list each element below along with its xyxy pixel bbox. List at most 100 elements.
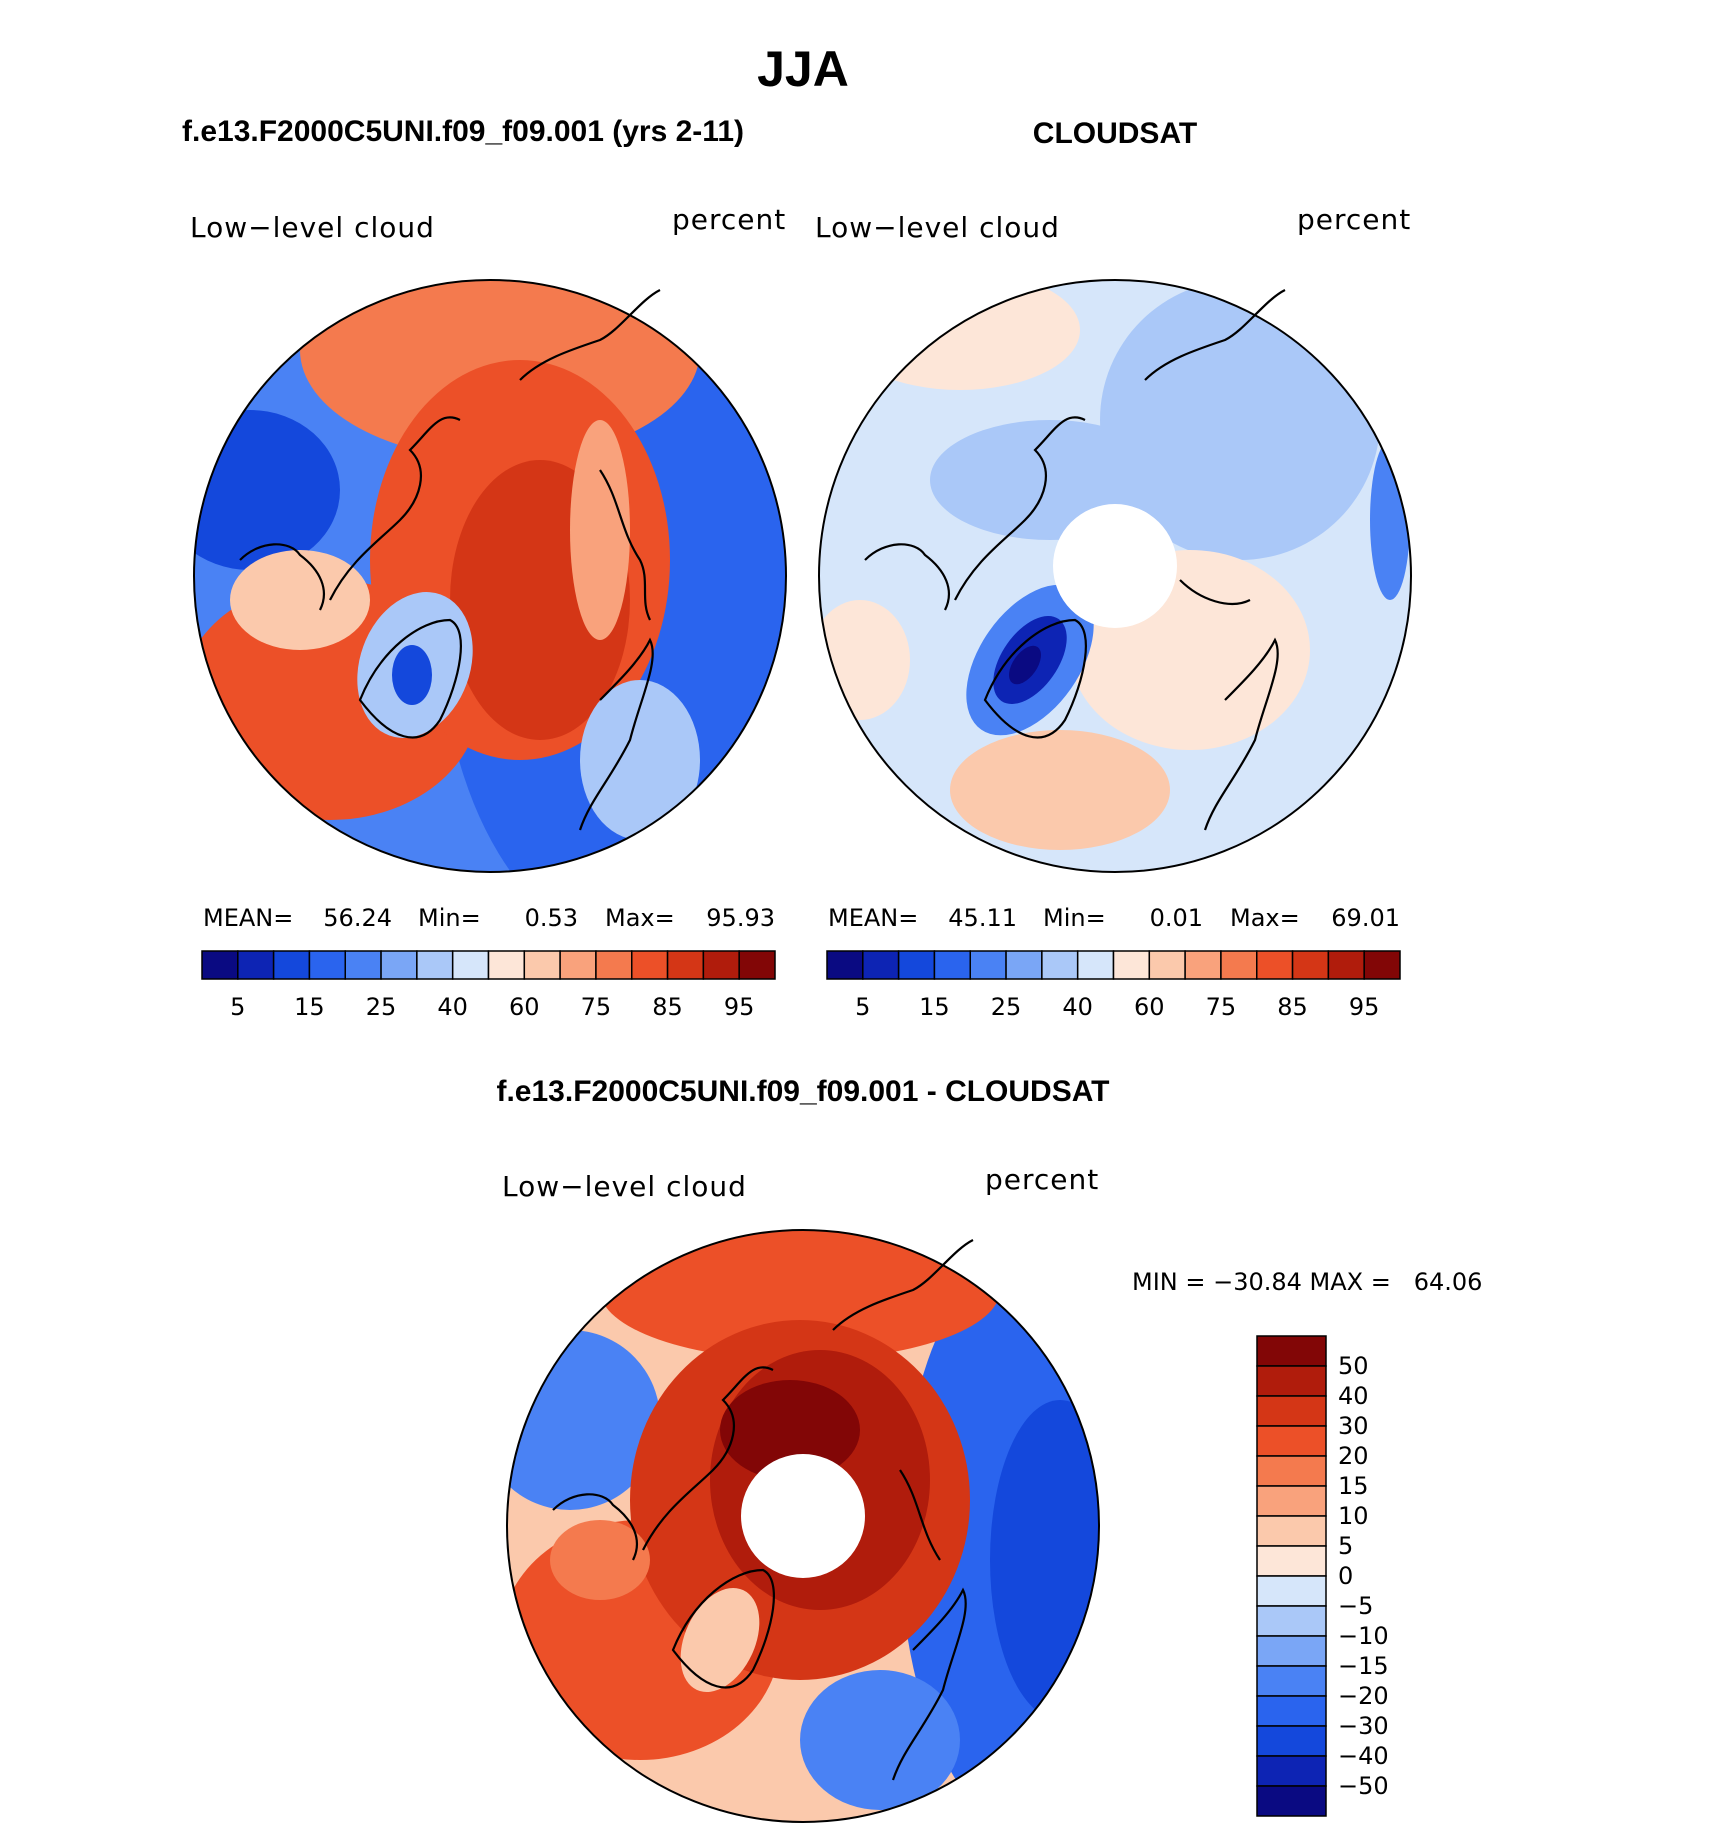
diff-polar-gap [741,1454,865,1578]
diff-field-scandinavia [800,1670,960,1810]
diff-coastlines [552,1239,974,1781]
obs-colorbar-box-2 [897,950,936,980]
obs-polar-gap [1053,504,1177,628]
obs-colorbar-box-9 [1148,950,1186,980]
model-colorbar-box-4 [344,950,382,980]
obs-colorbar-box-4 [969,950,1007,980]
figure-title: JJA [757,41,849,97]
diff-colorbar-tick-label: −15 [1338,1652,1389,1680]
diff-colorbar-box-8 [1256,1575,1327,1607]
model-colorbar-tick-label: 5 [230,993,245,1021]
obs-colorbar-box-8 [1112,950,1151,980]
diff-panel: f.e13.F2000C5UNI.f09_f09.001 - CLOUDSAT … [496,1075,1482,1823]
obs-field-greenland-min [1009,645,1041,685]
model-colorbar-box-5 [380,950,418,980]
obs-field-canada [819,600,910,720]
diff-heading: f.e13.F2000C5UNI.f09_f09.001 - CLOUDSAT [496,1075,1109,1108]
diff-field-arctic-max [720,1380,860,1480]
model-panel: f.e13.F2000C5UNI.f09_f09.001 (yrs 2-11) … [182,115,787,1021]
obs-colorbar-box-7 [1076,950,1115,980]
obs-polar-map [819,280,1411,872]
obs-variable-label: Low−level cloud [815,211,1060,244]
diff-colorbar-box-15 [1256,1785,1327,1817]
obs-colorbar-box-0 [826,950,864,980]
obs-stats: MEAN= 45.11 Min= 0.01 Max= 69.01 [828,904,1400,932]
obs-min-label: Min= [1043,904,1106,932]
diff-colorbar-box-10 [1256,1635,1327,1667]
obs-colorbar-tick-label: 5 [855,993,870,1021]
model-colorbar-tick-label: 15 [294,993,325,1021]
obs-colorbar-tick-label: 85 [1277,993,1308,1021]
model-colorbar-box-1 [237,950,275,980]
diff-colorbar [1256,1335,1327,1817]
model-units-label: percent [672,203,786,236]
obs-colorbar-box-3 [933,950,971,980]
model-field-ocean-west [194,410,340,570]
model-colorbar-box-3 [308,950,346,980]
model-colorbar-box-8 [487,950,526,980]
model-colorbar-ticks: 5 15 25 40 60 75 85 95 [230,993,754,1021]
diff-field-north [600,1230,1000,1360]
diff-colorbar-tick-label: 5 [1338,1532,1353,1560]
model-max-label: Max= [605,904,675,932]
diff-colorbar-box-12 [1256,1695,1327,1727]
model-colorbar-tick-label: 25 [366,993,397,1021]
diff-colorbar-box-14 [1256,1755,1327,1787]
model-colorbar-box-0 [201,950,239,980]
model-polar-map [194,280,786,872]
diff-colorbar-box-1 [1256,1365,1327,1397]
obs-min-value: 0.01 [1150,904,1203,932]
obs-colorbar-box-10 [1184,950,1222,980]
model-field-canada [230,550,370,650]
model-heading: f.e13.F2000C5UNI.f09_f09.001 (yrs 2-11) [182,115,744,148]
model-min-value: 0.53 [525,904,578,932]
model-colorbar-box-9 [523,950,561,980]
diff-colorbar-tick-label: −5 [1338,1592,1373,1620]
diff-colorbar-box-13 [1256,1725,1327,1757]
obs-max-value: 69.01 [1331,904,1400,932]
model-colorbar-tick-label: 60 [509,993,540,1021]
model-colorbar-box-2 [272,950,311,980]
diff-polar-map [507,1230,1099,1822]
diff-units-label: percent [985,1163,1099,1196]
model-colorbar [201,950,776,980]
model-coastlines [239,289,661,831]
diff-stats: MIN = −30.84 MAX = 64.06 [1132,1268,1482,1296]
model-mean-value: 56.24 [323,904,392,932]
diff-colorbar-box-6 [1256,1515,1327,1547]
model-max-value: 95.93 [706,904,775,932]
model-colorbar-box-15 [738,950,776,980]
model-colorbar-box-12 [631,950,669,980]
diff-colorbar-tick-label: −10 [1338,1622,1389,1650]
diff-colorbar-tick-label: 30 [1338,1412,1369,1440]
diff-colorbar-tick-label: 0 [1338,1562,1353,1590]
diff-colorbar-tick-label: 15 [1338,1472,1369,1500]
model-field-greenland-core [392,645,432,705]
obs-colorbar [826,950,1401,980]
obs-mean-label: MEAN= [828,904,918,932]
model-colorbar-tick-label: 75 [581,993,612,1021]
model-field-scandinavia [580,680,700,840]
diff-colorbar-box-3 [1256,1425,1327,1457]
diff-colorbar-tick-label: −20 [1338,1682,1389,1710]
diff-colorbar-tick-label: 50 [1338,1352,1369,1380]
model-min-label: Min= [418,904,481,932]
obs-panel: CLOUDSAT Low−level cloud percent [815,117,1412,1021]
obs-colorbar-box-13 [1291,950,1330,980]
obs-coastlines [864,289,1286,831]
obs-colorbar-box-11 [1220,950,1258,980]
obs-colorbar-tick-label: 40 [1062,993,1093,1021]
diff-colorbar-tick-label: 40 [1338,1382,1369,1410]
obs-colorbar-box-12 [1256,950,1294,980]
obs-colorbar-tick-label: 15 [919,993,950,1021]
diff-colorbar-box-7 [1256,1545,1327,1577]
model-colorbar-box-13 [666,950,705,980]
diff-colorbar-tick-label: −50 [1338,1772,1389,1800]
obs-colorbar-box-14 [1327,950,1365,980]
diff-colorbar-box-4 [1256,1455,1327,1487]
obs-colorbar-box-15 [1363,950,1401,980]
obs-colorbar-tick-label: 75 [1206,993,1237,1021]
model-map-border [193,279,787,873]
obs-colorbar-tick-label: 95 [1349,993,1380,1021]
